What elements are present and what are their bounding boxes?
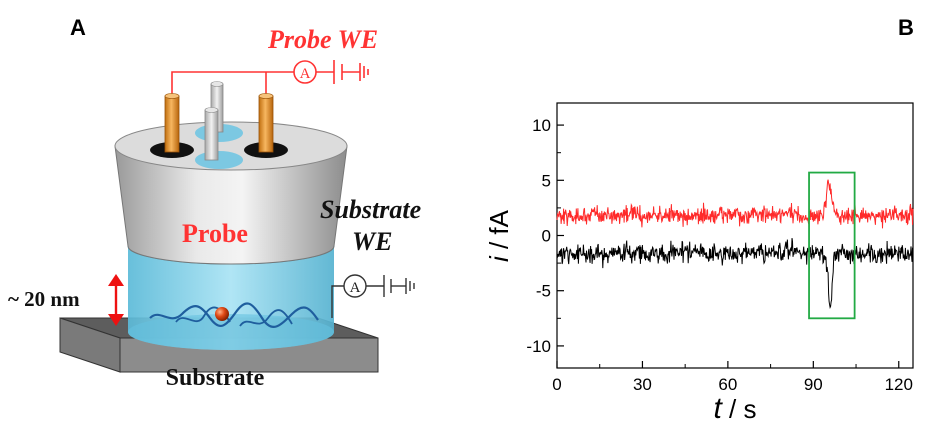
panel-b: B 0 30 60 90 120 10 5 0 -5 -10 i / fA t / s bbox=[484, 15, 914, 421]
series-layer bbox=[556, 179, 914, 309]
series-line-1 bbox=[556, 179, 914, 229]
gap-arrow bbox=[108, 274, 124, 326]
substrate-circuit bbox=[331, 275, 415, 318]
nanoparticle bbox=[215, 307, 229, 321]
probe-label: Probe bbox=[182, 219, 248, 248]
substrate-we-label-line2: WE bbox=[352, 227, 392, 256]
event-highlight-box bbox=[808, 171, 856, 320]
reference-rods bbox=[204, 81, 224, 161]
probe-ammeter-symbol: A bbox=[300, 66, 311, 82]
gap-label: ~ 20 nm bbox=[8, 287, 80, 311]
y-tick-label: 10 bbox=[532, 116, 551, 135]
y-tick-label: 0 bbox=[542, 227, 551, 246]
panel-a-letter: A bbox=[70, 15, 86, 40]
panel-a: A Probe WE A bbox=[8, 15, 421, 391]
substrate-label: Substrate bbox=[166, 365, 265, 391]
substrate-ammeter-icon: A bbox=[343, 274, 367, 298]
probe-ammeter-icon: A bbox=[293, 60, 317, 84]
x-tick-label: 30 bbox=[633, 375, 652, 394]
y-tick-label: 5 bbox=[542, 171, 551, 190]
x-axis-label-var: t bbox=[713, 392, 723, 421]
x-axis-label: t / s bbox=[713, 392, 756, 421]
x-tick-label: 90 bbox=[804, 375, 823, 394]
panel-b-letter: B bbox=[898, 15, 914, 40]
y-axis-label: i / fA bbox=[484, 209, 514, 262]
y-axis-label-var: i bbox=[484, 255, 514, 262]
substrate-ammeter-symbol: A bbox=[350, 280, 361, 296]
ticks-layer: 0 30 60 90 120 10 5 0 -5 -10 bbox=[526, 116, 913, 394]
plot-frame bbox=[556, 102, 914, 369]
y-tick-label: -5 bbox=[536, 282, 551, 301]
current-trace-chart: 0 30 60 90 120 10 5 0 -5 -10 i / fA t / s bbox=[484, 102, 914, 421]
y-axis-label-unit: fA bbox=[484, 209, 514, 234]
y-tick-label: -10 bbox=[526, 337, 551, 356]
probe-we-label: Probe WE bbox=[267, 25, 378, 54]
x-tick-label: 120 bbox=[885, 375, 913, 394]
x-tick-label: 0 bbox=[552, 375, 561, 394]
x-tick-label: 60 bbox=[718, 375, 737, 394]
series-line-2 bbox=[556, 238, 914, 309]
substrate-we-label-line1: Substrate bbox=[320, 195, 421, 224]
probe-circuit bbox=[171, 60, 369, 98]
probe-electrodes bbox=[164, 93, 274, 153]
x-axis-label-unit: s bbox=[744, 394, 757, 421]
